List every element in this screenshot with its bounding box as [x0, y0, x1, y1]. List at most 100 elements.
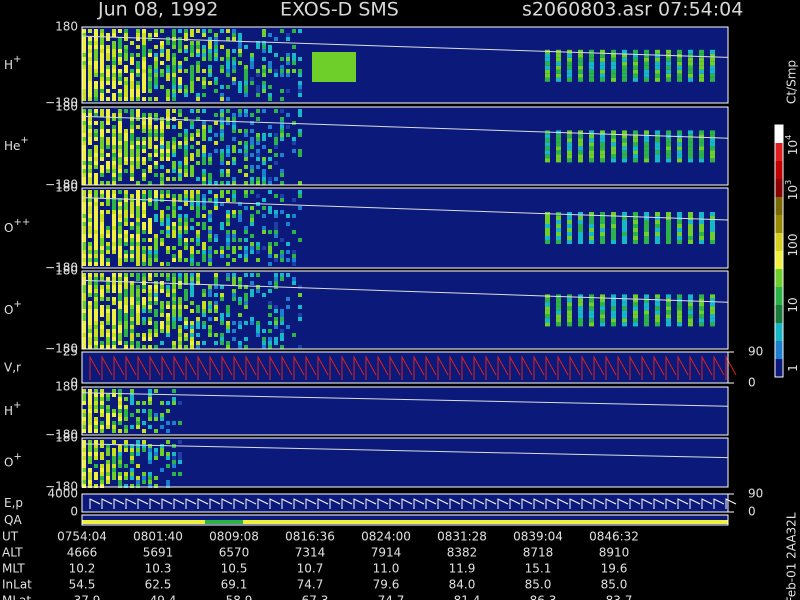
spectrogram-cell [82, 425, 86, 429]
spectrogram-cell [178, 345, 182, 349]
spectrogram-cell [220, 285, 224, 289]
spectrogram-cell [202, 198, 206, 202]
spectrogram-cell [124, 214, 128, 218]
spectrogram-cell [190, 49, 194, 53]
spectrogram-cell [106, 464, 110, 468]
spectrogram-cell [578, 318, 583, 323]
colorbar-cell [775, 125, 783, 143]
spectrogram-cell [136, 45, 140, 49]
spectrogram-cell [178, 421, 182, 425]
spectrogram-cell [148, 129, 152, 133]
spectrogram-cell [226, 242, 230, 246]
spectrogram-cell [106, 405, 110, 409]
spectrogram-cell [82, 125, 86, 129]
spectrogram-cell [178, 341, 182, 345]
spectrogram-cell [112, 226, 116, 230]
spectrogram-cell [94, 133, 98, 137]
spectrogram-cell [545, 224, 550, 228]
spectrogram-cell [88, 157, 92, 161]
spectrogram-cell [172, 389, 176, 393]
spectrogram-cell [214, 277, 218, 281]
spectrogram-cell [292, 61, 296, 65]
spectrogram-cell [688, 57, 693, 62]
spectrogram-cell [112, 190, 116, 194]
spectrogram-cell [226, 61, 230, 65]
spectrogram-cell [184, 173, 188, 177]
spectrogram-cell [136, 161, 140, 165]
spectrogram-cell [611, 57, 616, 62]
spectrogram-cell [244, 165, 248, 169]
spectrogram-cell [88, 190, 92, 194]
spectrogram-cell [112, 53, 116, 57]
spectrogram-cell [82, 393, 86, 397]
spectrogram-cell [677, 65, 682, 70]
spectrogram-cell [280, 313, 284, 317]
spectrogram-cell [298, 190, 302, 194]
spectrogram-cell [142, 401, 146, 405]
spectrogram-cell [214, 301, 218, 305]
spectrogram-cell [106, 417, 110, 421]
spectrogram-cell [94, 73, 98, 77]
spectrogram-cell [578, 322, 583, 327]
spectrogram-cell [196, 53, 200, 57]
spectrogram-cell [166, 325, 170, 329]
spectrogram-cell [589, 216, 594, 220]
spectrogram-cell [154, 325, 158, 329]
trace-segment [485, 355, 497, 380]
trace-segment [329, 355, 341, 380]
spectrogram-cell [172, 73, 176, 77]
spectrogram-cell [142, 277, 146, 281]
trace-segment [617, 498, 629, 509]
spectrogram-cell [545, 220, 550, 224]
spectrogram-cell [611, 298, 616, 303]
spectrogram-cell [196, 210, 200, 214]
spectrogram-cell [238, 37, 242, 41]
spectrogram-cell [154, 448, 158, 452]
spectrogram-cell [154, 345, 158, 349]
spectrogram-cell [589, 77, 594, 82]
spectrogram-cell [268, 242, 272, 246]
spectrogram-cell [118, 341, 122, 345]
spectrogram-cell [178, 69, 182, 73]
spectrogram-cell [178, 218, 182, 222]
spectrogram-cell [118, 393, 122, 397]
spectrogram-cell [88, 165, 92, 169]
spectrogram-cell [136, 313, 140, 317]
spectrogram-cell [214, 293, 218, 297]
spectrogram-cell [118, 484, 122, 488]
spectrogram-cell [130, 129, 134, 133]
spectrogram-cell [100, 165, 104, 169]
spectrogram-cell [82, 321, 86, 325]
spectrogram-cell [142, 77, 146, 81]
spectrogram-cell [136, 230, 140, 234]
spectrogram-cell [154, 85, 158, 89]
spectrogram-cell [148, 190, 152, 194]
spectrogram-cell [112, 161, 116, 165]
spectrogram-cell [178, 242, 182, 246]
spectrogram-cell [655, 154, 660, 159]
spectrogram-cell [298, 57, 302, 61]
spectrogram-cell [112, 81, 116, 85]
spectrogram-cell [655, 146, 660, 151]
spectrogram-cell [286, 37, 290, 41]
spectrogram-cell [710, 216, 715, 220]
spectrogram-cell [154, 301, 158, 305]
spectrogram-cell [100, 53, 104, 57]
spectrogram-cell [148, 53, 152, 57]
spectrogram-cell [166, 69, 170, 73]
spectrogram-cell [202, 194, 206, 198]
spectrogram-cell [292, 29, 296, 33]
spectrogram-cell [148, 409, 152, 413]
spectrogram-cell [94, 313, 98, 317]
spectrogram-cell [130, 242, 134, 246]
spectrogram-cell [172, 472, 176, 476]
spectrogram-cell [118, 226, 122, 230]
spectrogram-cell [124, 258, 128, 262]
spectrogram-cell [124, 234, 128, 238]
spectrogram-cell [172, 230, 176, 234]
spectrogram-cell [688, 294, 693, 299]
spectrogram-cell [136, 440, 140, 444]
spectrogram-cell [567, 142, 572, 147]
spectrogram-cell [556, 220, 561, 224]
spectrogram-cell [622, 154, 627, 159]
